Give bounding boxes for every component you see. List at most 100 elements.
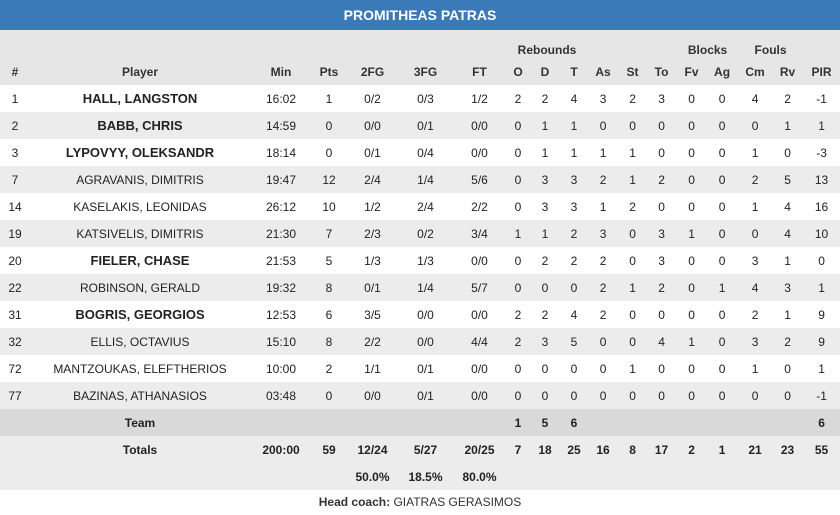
stat-cell: 0 xyxy=(312,382,346,409)
stat-cell: 1 xyxy=(803,112,840,139)
pct-ft: 80.0% xyxy=(452,463,507,490)
stat-cell: 12 xyxy=(312,166,346,193)
stat-cell: 1 xyxy=(529,112,561,139)
stat-cell: -1 xyxy=(803,85,840,112)
player-name: FIELER, CHASE xyxy=(30,247,250,274)
stat-cell: 0 xyxy=(507,247,529,274)
stat-cell: 1 xyxy=(772,112,804,139)
stat-cell: 0 xyxy=(706,247,739,274)
player-row: 19 KATSIVELIS, DIMITRIS 21:30 7 2/3 0/2 3/4 1 1 2… xyxy=(0,220,840,247)
stat-cell: 0 xyxy=(507,166,529,193)
stat-cell: 1 xyxy=(619,139,647,166)
stat-cell: 3 xyxy=(529,328,561,355)
column-header: Ag xyxy=(706,59,739,85)
totals-stat: 20/25 xyxy=(452,436,507,463)
stat-cell: 1 xyxy=(587,139,620,166)
player-number: 2 xyxy=(0,112,30,139)
stat-cell: 0 xyxy=(677,166,707,193)
stat-cell: 5 xyxy=(561,328,588,355)
stat-cell: 0 xyxy=(677,301,707,328)
player-number: 3 xyxy=(0,139,30,166)
stat-cell: 1/2 xyxy=(346,193,399,220)
player-rows: 1 HALL, LANGSTON 16:02 1 0/2 0/3 1/2 2 2 4 3 2 3 0 0 4 2… xyxy=(0,85,840,409)
stat-cell: 0 xyxy=(706,382,739,409)
stat-cell: 0 xyxy=(619,112,647,139)
player-name: BABB, CHRIS xyxy=(30,112,250,139)
stat-cell: 0 xyxy=(677,355,707,382)
totals-stat: 18 xyxy=(529,436,561,463)
stat-cell: 2 xyxy=(619,193,647,220)
stat-cell: 2 xyxy=(772,85,804,112)
blocks-group-header: Blocks xyxy=(677,30,739,59)
stat-cell: 0 xyxy=(646,139,678,166)
stat-cell: 0 xyxy=(507,355,529,382)
stat-cell: 21:30 xyxy=(250,220,312,247)
stat-cell: 19:47 xyxy=(250,166,312,193)
column-header: To xyxy=(646,59,678,85)
stat-cell: 0 xyxy=(529,355,561,382)
stat-cell: 03:48 xyxy=(250,382,312,409)
stat-cell: 0/0 xyxy=(452,139,507,166)
player-number: 32 xyxy=(0,328,30,355)
stat-cell: 0 xyxy=(507,382,529,409)
player-number: 31 xyxy=(0,301,30,328)
totals-label: Totals xyxy=(30,436,250,463)
stat-cell: 0/0 xyxy=(452,112,507,139)
stat-cell: 0 xyxy=(677,274,707,301)
stat-cell: 2 xyxy=(507,328,529,355)
stat-cell: 13 xyxy=(803,166,840,193)
stat-cell: 0 xyxy=(738,112,773,139)
stat-cell: 1 xyxy=(312,85,346,112)
stat-cell: 6 xyxy=(312,301,346,328)
stat-cell: 3 xyxy=(587,220,620,247)
stat-cell: 4 xyxy=(646,328,678,355)
stat-cell: 2 xyxy=(529,301,561,328)
column-header: # xyxy=(0,59,30,85)
column-header: As xyxy=(587,59,620,85)
stat-cell: 2 xyxy=(772,328,804,355)
player-name: ELLIS, OCTAVIUS xyxy=(30,328,250,355)
stat-cell: 8 xyxy=(312,328,346,355)
stat-cell: 0 xyxy=(587,382,620,409)
stat-cell: 10 xyxy=(312,193,346,220)
stat-cell: 5 xyxy=(312,247,346,274)
rebounds-group-header: Rebounds xyxy=(507,30,588,59)
totals-stat: 59 xyxy=(312,436,346,463)
stat-cell: 4 xyxy=(561,85,588,112)
stat-cell: 0/0 xyxy=(452,301,507,328)
stat-cell: 2 xyxy=(738,301,773,328)
stat-cell: 0 xyxy=(677,85,707,112)
stat-cell: 0/0 xyxy=(346,382,399,409)
player-row: 31 BOGRIS, GEORGIOS 12:53 6 3/5 0/0 0/0 2 2 4 2 0 0 0… xyxy=(0,301,840,328)
stat-cell: 0 xyxy=(772,139,804,166)
stat-cell: 1 xyxy=(738,355,773,382)
stat-cell: 1 xyxy=(706,274,739,301)
stat-cell: 0 xyxy=(677,382,707,409)
stat-cell: 0 xyxy=(587,355,620,382)
column-header: FT xyxy=(452,59,507,85)
stat-cell: 0 xyxy=(803,247,840,274)
stat-cell: 3 xyxy=(561,166,588,193)
stat-cell: 1 xyxy=(738,139,773,166)
team-title: PROMITHEAS PATRAS xyxy=(0,0,840,30)
stat-cell: 0 xyxy=(706,193,739,220)
stat-cell: 0 xyxy=(706,139,739,166)
stat-cell: 1 xyxy=(677,328,707,355)
stat-cell: 2 xyxy=(646,274,678,301)
stat-cell: 0 xyxy=(677,247,707,274)
player-number: 20 xyxy=(0,247,30,274)
totals-stat: 2 xyxy=(677,436,707,463)
group-header-row: Rebounds Blocks Fouls xyxy=(0,30,840,59)
stat-cell: 4/4 xyxy=(452,328,507,355)
stat-cell: 0 xyxy=(706,328,739,355)
totals-row: Totals 200:00 59 12/24 5/27 20/25 7 18 25 16 8 17 2… xyxy=(0,436,840,463)
stat-cell: 2 xyxy=(312,355,346,382)
stat-cell: 3 xyxy=(772,274,804,301)
stat-cell: 5 xyxy=(772,166,804,193)
stat-cell: 0/0 xyxy=(452,247,507,274)
stat-cell: 0/1 xyxy=(399,382,452,409)
stat-cell: 0/1 xyxy=(346,139,399,166)
stat-cell: 2 xyxy=(587,166,620,193)
stat-cell: 0 xyxy=(587,328,620,355)
